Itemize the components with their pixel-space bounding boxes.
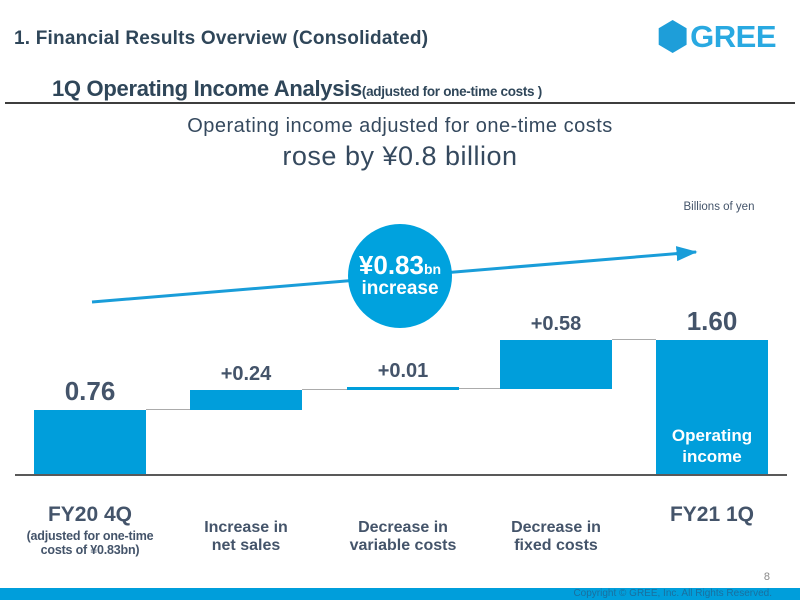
headline-line1: Operating income adjusted for one-time c…: [187, 115, 613, 137]
category-label: Decrease in fixed costs: [511, 519, 601, 555]
bar-value-label: +0.24: [220, 363, 272, 385]
bar-value-label: 1.60: [686, 305, 738, 336]
slide-title: 1. Financial Results Overview (Consolida…: [14, 28, 429, 49]
category-label: FY21 1Q: [669, 503, 755, 526]
connector-line: [459, 388, 500, 390]
waterfall-bar: Operating income: [656, 339, 768, 474]
footer-bar: Copyright © GREE, Inc. All Rights Reserv…: [0, 588, 800, 600]
category-label: Increase in net sales: [204, 519, 288, 555]
connector-line: [146, 409, 190, 411]
increase-badge: ¥0.83bn increase: [348, 224, 452, 328]
gree-hexagon-icon: [658, 20, 687, 53]
increase-badge-word: increase: [361, 278, 439, 300]
connector-line: [302, 389, 347, 390]
bar-value-label: +0.01: [377, 360, 429, 382]
category-label: FY20 4Q (adjusted for one-time costs of ¥…: [15, 503, 165, 557]
section-subtitle-text: 1Q Operating Income Analysis: [52, 76, 362, 101]
bar-value-label: 0.76: [64, 376, 116, 407]
divider-line: [5, 102, 795, 104]
connector-line: [612, 339, 656, 341]
bar-value-label: +0.58: [530, 313, 582, 336]
category-note: (adjusted for one-time costs of ¥0.83bn): [26, 528, 154, 558]
section-subtitle: 1Q Operating Income Analysis (adjusted f…: [52, 76, 542, 102]
x-axis-line: [15, 474, 787, 476]
waterfall-bar: [500, 340, 612, 390]
increase-badge-unit: bn: [423, 261, 442, 278]
increase-badge-value: ¥0.83bn: [358, 250, 442, 281]
waterfall-bar: [190, 390, 302, 411]
category-label: Decrease in variable costs: [349, 519, 457, 555]
unit-label: Billions of yen: [683, 201, 755, 213]
waterfall-bar: [347, 387, 459, 390]
bar-inner-label: Operating income: [671, 426, 753, 466]
waterfall-bar: [34, 410, 146, 474]
headline-line2: rose by ¥0.8 billion: [282, 141, 518, 171]
copyright-text: Copyright © GREE, Inc. All Rights Reserv…: [573, 588, 772, 599]
gree-logo-text: GREE: [690, 19, 776, 54]
page-number: 8: [763, 571, 770, 583]
section-subtitle-note: (adjusted for one-time costs ): [361, 84, 542, 99]
gree-logo: GREE: [657, 20, 776, 53]
